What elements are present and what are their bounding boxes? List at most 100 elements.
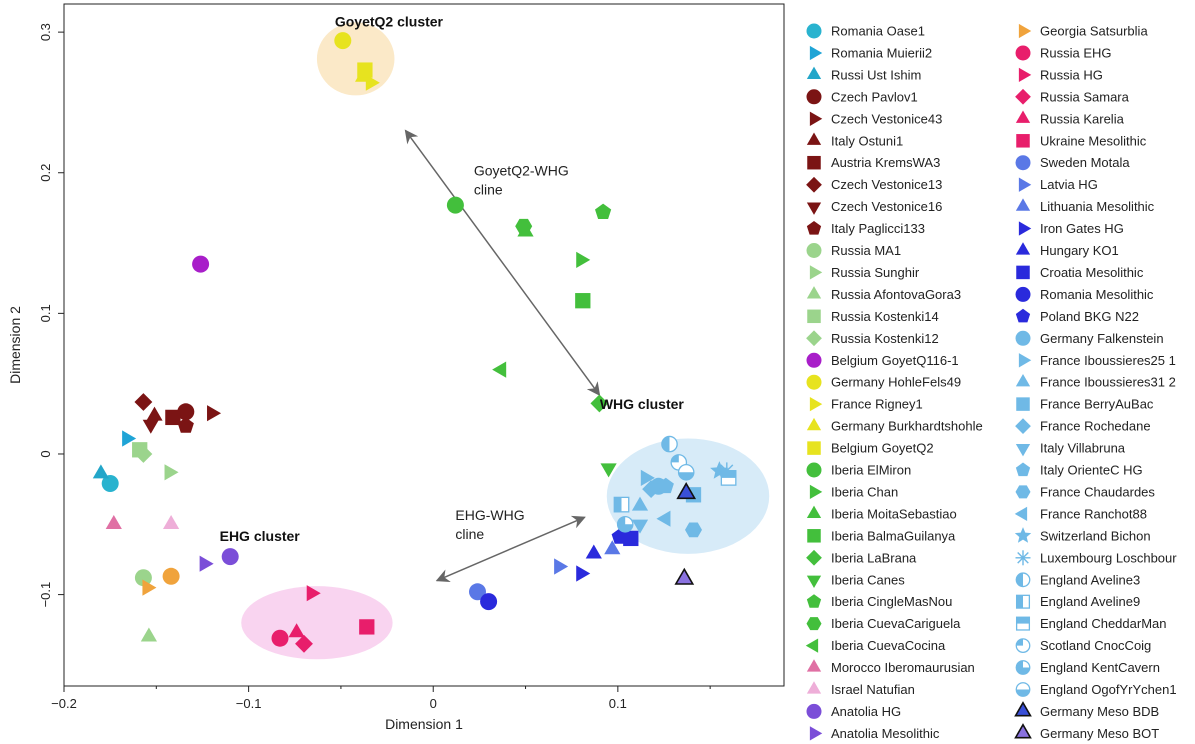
legend-marker-ukraine-mesolithic [1016,134,1030,148]
legend-label-iberia-chan: Iberia Chan [831,484,898,499]
legend-marker-luxembourg-loschbour [1015,550,1031,566]
legend-marker-germany-falkenstein [1015,330,1031,346]
legend-label-anatolia-mesolithic: Anatolia Mesolithic [831,726,940,741]
point-czech-vestonice16 [142,419,159,434]
legend-label-italy-orientec-hg: Italy OrienteC HG [1040,463,1143,478]
legend-marker-israel-natufian [806,681,822,694]
legend-marker-romania-oase1 [806,23,822,39]
point-romania-oase1 [101,475,119,492]
point-romania-mesolithic [480,593,498,611]
point-iron-gates-hg [576,565,591,582]
legend-marker-england-aveline9 [1015,594,1031,609]
legend-label-italy-villabruna: Italy Villabruna [1040,441,1126,456]
legend-label-england-aveline9: England Aveline9 [1040,594,1140,609]
legend-label-scotland-cnoccoig: Scotland CnocCoig [1040,638,1151,653]
legend-marker-italy-villabruna [1015,443,1031,457]
legend-marker-iberia-cuevacariguela [806,617,822,631]
legend-label-russia-karelia: Russia Karelia [1040,111,1125,126]
point-germany-meso-bdb [676,482,697,500]
cline-arrows [404,129,601,582]
point-russia-ma1 [134,569,152,587]
annotations: GoyetQ2 cluster WHG cluster EHG cluster Goy… [220,13,685,544]
point-england-cheddarman [720,470,737,486]
legend-label-romania-muierii2: Romania Muierii2 [831,45,932,60]
point-france-chaudardes [685,522,702,538]
legend-label-iron-gates-hg: Iron Gates HG [1040,221,1124,236]
legend-marker-russia-kostenki12 [806,330,822,347]
legend-marker-russia-hg [1018,67,1032,83]
legend-marker-iberia-elmiron [806,462,822,478]
legend-marker-poland-bkg-n22 [1015,308,1031,323]
legend-label-germany-meso-bot: Germany Meso BOT [1040,726,1159,741]
legend-marker-romania-mesolithic [1015,286,1031,302]
legend-marker-iberia-labrana [806,549,822,566]
legend-label-czech-vestonice16: Czech Vestonice16 [831,199,942,214]
legend-label-croatia-mesolithic: Croatia Mesolithic [1040,265,1144,280]
legend-marker-iberia-chan [809,484,823,500]
legend-label-england-aveline3: England Aveline3 [1040,572,1140,587]
legend-label-belgium-goyetq116-1: Belgium GoyetQ116-1 [831,353,959,368]
legend-marker-england-cheddarman [1015,616,1031,631]
legend-label-russia-hg: Russia HG [1040,67,1103,82]
legend-marker-morocco-iberomaurusian [806,659,822,672]
point-georgia-kotias [162,567,180,585]
cline-arrow-goyetq2-whg [404,129,601,397]
legend-label-russia-samara: Russia Samara [1040,89,1130,104]
legend-marker-italy-ostuni1 [806,132,822,145]
legend-label-germany-falkenstein: Germany Falkenstein [1040,331,1164,346]
legend-label-italy-paglicci133: Italy Paglicci133 [831,221,925,236]
legend-marker-russia-kostenki14 [807,309,821,324]
plot-frame [63,3,785,687]
legend-label-russia-afontovagora3: Russia AfontovaGora3 [831,287,961,302]
point-iberia-cuevacariguela [515,218,533,234]
legend-label-czech-vestonice13: Czech Vestonice13 [831,177,942,192]
legend-label-france-iboussieres31-2: France Iboussieres31 2 [1040,375,1176,390]
axes: −0.2 −0.1 0 0.1 −0.1 0 0.1 0.2 0.3 Dimension 1 Dim… [7,23,711,732]
point-iberia-balmaguilanya [575,293,591,309]
x-tick-label: 0 [430,696,437,711]
legend-marker-germany-meso-bdb [1014,701,1032,717]
legend-label-england-ogofyrychen1: England OgofYrYchen1 [1040,682,1177,697]
point-italy-villabruna [631,519,649,534]
point-france-iboussieres31-2 [631,496,649,511]
point-iberia-cinglemasnou [595,203,612,219]
legend-marker-iberia-moitasebastiao [806,505,822,519]
point-england-aveline3 [661,435,678,453]
legend-label-czech-pavlov1: Czech Pavlov1 [831,89,918,104]
point-france-iboussieres25-1 [640,469,655,486]
point-russia-kostenki12 [134,445,153,463]
legend-marker-latvia-hg [1018,177,1032,192]
legend-label-romania-oase1: Romania Oase1 [831,24,925,39]
legend-marker-germany-hohlefels49 [806,374,822,390]
point-italy-ostuni1 [146,406,163,421]
point-england-ogofyrychen1 [677,463,695,481]
point-austria-kremswa3 [165,409,181,426]
point-germany-meso-bot [674,567,695,585]
legend-marker-russia-afontovagora3 [806,286,822,299]
legend-marker-england-ogofyrychen1 [1015,682,1031,697]
legend-marker-czech-pavlov1 [806,89,822,105]
point-england-kentcavern [616,515,634,533]
legend-marker-iberia-balmaguilanya [807,529,821,543]
legend-marker-hungary-ko1 [1015,242,1031,255]
point-russia-ehg [271,629,289,647]
legend-marker-italy-orientec-hg [1015,462,1031,477]
legend-label-england-cheddarman: England CheddarMan [1040,616,1166,631]
legend-label-france-iboussieres25-1: France Iboussieres25 1 [1040,353,1176,368]
legend-marker-lithuania-mesolithic [1015,198,1031,211]
legend-label-iberia-cinglemasnou: Iberia CingleMasNou [831,594,952,609]
legend-marker-iberia-canes [806,575,822,589]
legend-label-russia-kostenki12: Russia Kostenki12 [831,331,939,346]
legend-marker-switzerland-bichon [1014,527,1032,543]
cline-arrow-ehg-whg [435,515,586,582]
legend-label-romania-mesolithic: Romania Mesolithic [1040,287,1154,302]
y-tick-label: 0 [38,450,53,457]
legend-marker-russia-karelia [1015,110,1031,123]
legend-label-germany-hohlefels49: Germany HohleFels49 [831,375,961,390]
legend: Romania Oase1 Romania Muierii2 Russi Ust I… [805,23,1177,741]
legend-label-czech-vestonice43: Czech Vestonice43 [831,111,942,126]
point-russia-afontovagora3 [140,627,157,642]
legend-marker-france-rigney1 [809,396,823,412]
legend-marker-italy-paglicci133 [806,221,822,235]
legend-marker-scotland-cnoccoig [1015,638,1031,653]
